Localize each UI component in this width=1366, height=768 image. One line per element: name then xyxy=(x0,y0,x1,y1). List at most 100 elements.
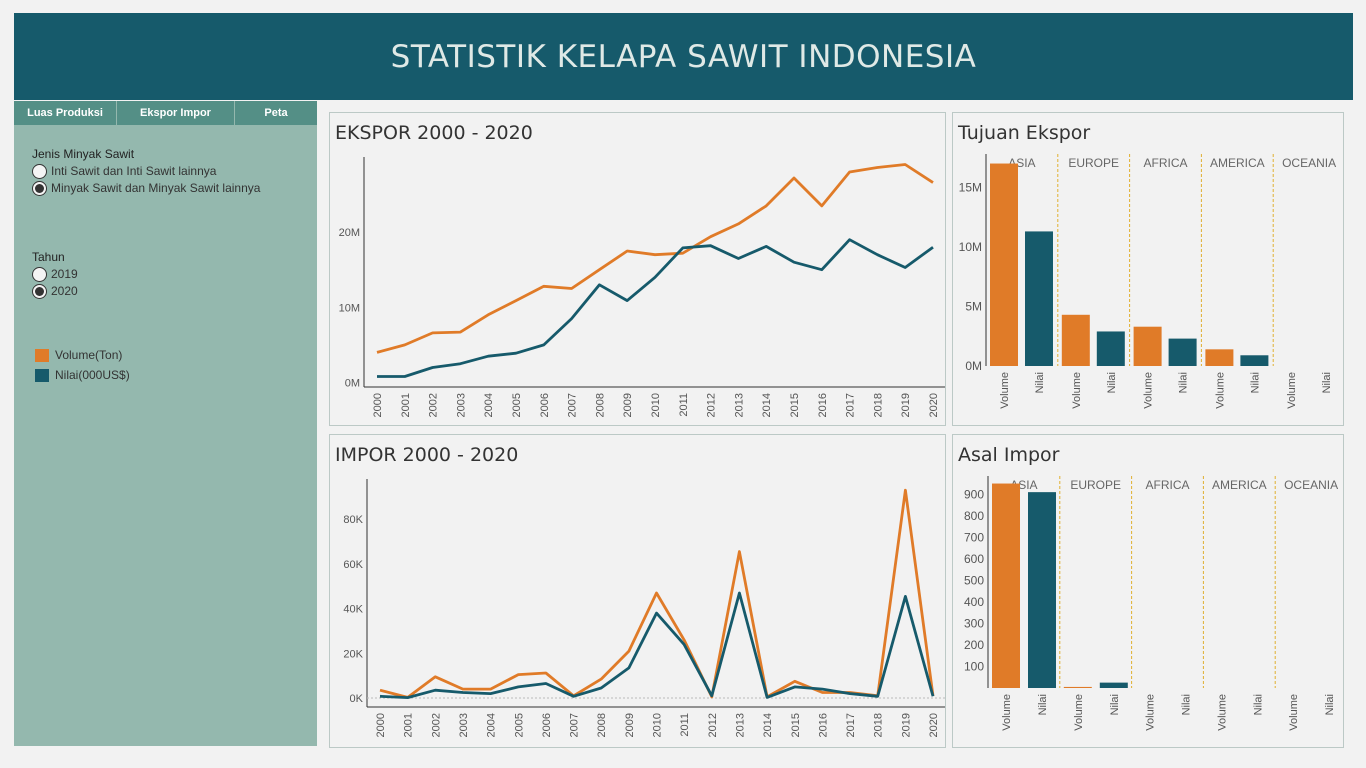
tab-luas-produksi[interactable]: Luas Produksi xyxy=(14,101,117,125)
measure-label: Volume xyxy=(1001,694,1013,731)
x-tick-label: 2007 xyxy=(567,393,579,417)
radio-selected-icon[interactable] xyxy=(32,283,47,299)
x-tick-label: 2008 xyxy=(594,393,606,417)
y-tick-label: 10M xyxy=(339,302,360,314)
y-tick-label: 300 xyxy=(964,616,984,630)
y-tick-label: 400 xyxy=(964,595,984,609)
bar-nilai xyxy=(1025,231,1053,366)
tahun-option-2019[interactable]: 2019 xyxy=(32,266,78,282)
legend-label: Nilai(000US$) xyxy=(55,368,130,382)
measure-label: Volume xyxy=(999,372,1011,409)
x-tick-label: 2017 xyxy=(845,393,857,417)
y-tick-label: 600 xyxy=(964,552,984,566)
measure-label: Volume xyxy=(1286,372,1298,409)
y-tick-label: 20M xyxy=(339,227,360,239)
category-label: EUROPE xyxy=(1068,156,1119,170)
legend-volume: Volume(Ton) xyxy=(35,348,122,362)
x-tick-label: 2003 xyxy=(455,393,467,417)
asal-chart-title: Asal Impor xyxy=(958,444,1060,466)
x-tick-label: 2002 xyxy=(428,393,440,417)
y-tick-label: 0K xyxy=(350,693,364,705)
x-tick-label: 2014 xyxy=(762,713,774,737)
x-tick-label: 2006 xyxy=(541,713,553,737)
y-tick-label: 0M xyxy=(965,359,982,373)
x-tick-label: 2019 xyxy=(900,713,912,737)
x-tick-label: 2005 xyxy=(513,713,525,737)
y-tick-label: 900 xyxy=(964,487,984,501)
impor-line-chart: 0K 20K 40K 60K 80K 2000 2001 2002 2003 2004 2005 20… xyxy=(343,479,945,737)
category-label: OCEANIA xyxy=(1284,478,1338,492)
measure-label: Volume xyxy=(1145,694,1157,731)
bar-nilai xyxy=(1099,682,1128,688)
bar-volume xyxy=(990,163,1018,366)
x-tick-label: 2020 xyxy=(928,713,940,737)
bar-volume xyxy=(1061,314,1090,366)
y-tick-label: 100 xyxy=(964,659,984,673)
tab-ekspor-impor[interactable]: Ekspor Impor xyxy=(117,101,235,125)
y-tick-label: 0M xyxy=(345,377,360,389)
measure-label: Volume xyxy=(1143,372,1155,409)
x-tick-label: 2020 xyxy=(928,393,940,417)
radio-icon[interactable] xyxy=(32,163,47,179)
x-tick-label: 2010 xyxy=(650,393,662,417)
tahun-option-label: 2019 xyxy=(51,267,78,281)
x-tick-label: 2008 xyxy=(596,713,608,737)
x-tick-label: 2009 xyxy=(624,713,636,737)
x-tick-label: 2009 xyxy=(622,393,634,417)
category-label: OCEANIA xyxy=(1282,156,1336,170)
series-line-volume xyxy=(376,163,934,354)
measure-label: Volume xyxy=(1071,372,1083,409)
y-tick-label: 20K xyxy=(343,648,363,660)
x-tick-label: 2014 xyxy=(761,393,773,417)
legend-label: Volume(Ton) xyxy=(55,348,123,362)
x-tick-label: 2017 xyxy=(845,713,857,737)
impor-chart-title: IMPOR 2000 - 2020 xyxy=(335,444,519,466)
bar-nilai xyxy=(1028,492,1056,688)
jenis-option-label: Minyak Sawit dan Minyak Sawit lainnya xyxy=(51,181,261,195)
bar-nilai xyxy=(1096,331,1125,366)
bar-volume xyxy=(1133,326,1162,366)
x-tick-label: 2003 xyxy=(458,713,470,737)
bar-volume xyxy=(1205,349,1234,366)
y-tick-label: 800 xyxy=(964,509,984,523)
tab-peta[interactable]: Peta xyxy=(264,107,288,119)
x-tick-label: 2011 xyxy=(678,393,690,417)
category-label: AMERICA xyxy=(1210,156,1265,170)
y-tick-label: 60K xyxy=(343,559,363,571)
measure-label: Nilai xyxy=(1252,694,1264,715)
radio-icon[interactable] xyxy=(32,266,47,282)
series-line-nilai xyxy=(377,238,934,378)
tahun-option-2020[interactable]: 2020 xyxy=(32,283,78,299)
measure-label: Nilai xyxy=(1037,694,1049,715)
measure-label: Nilai xyxy=(1106,372,1118,393)
x-tick-label: 2005 xyxy=(511,393,523,417)
header-bar: STATISTIK KELAPA SAWIT INDONESIA xyxy=(14,13,1353,100)
legend-swatch-volume xyxy=(35,348,49,362)
x-tick-label: 2015 xyxy=(789,393,801,417)
y-tick-label: 40K xyxy=(343,604,363,616)
x-tick-label: 2001 xyxy=(400,393,412,417)
series-line-volume xyxy=(379,488,935,699)
measure-label: Nilai xyxy=(1109,694,1121,715)
x-tick-label: 2010 xyxy=(652,713,664,737)
measure-label: Volume xyxy=(1216,694,1228,731)
x-tick-label: 2012 xyxy=(706,393,718,417)
jenis-option-inti[interactable]: Inti Sawit dan Inti Sawit lainnya xyxy=(32,163,216,179)
bar-nilai xyxy=(1240,355,1269,366)
radio-selected-icon[interactable] xyxy=(32,180,47,196)
x-tick-label: 2011 xyxy=(679,713,691,737)
category-label: AFRICA xyxy=(1145,478,1189,492)
jenis-option-minyak[interactable]: Minyak Sawit dan Minyak Sawit lainnya xyxy=(32,180,260,196)
y-tick-label: 80K xyxy=(343,514,363,526)
x-tick-label: 2001 xyxy=(403,713,415,737)
measure-label: Volume xyxy=(1073,694,1085,731)
tujuan-panel: Tujuan Ekspor 0M 5M 10M 15M ASIA Volume Nilai E… xyxy=(952,112,1344,426)
ekspor-chart-title: EKSPOR 2000 - 2020 xyxy=(335,122,533,144)
measure-label: Nilai xyxy=(1181,694,1193,715)
bar-volume xyxy=(1063,686,1092,688)
jenis-filter-title: Jenis Minyak Sawit xyxy=(32,147,135,161)
ekspor-line-chart: 0M 10M 20M 2000 2001 2002 2003 2004 2005 2006 2007… xyxy=(339,157,945,417)
